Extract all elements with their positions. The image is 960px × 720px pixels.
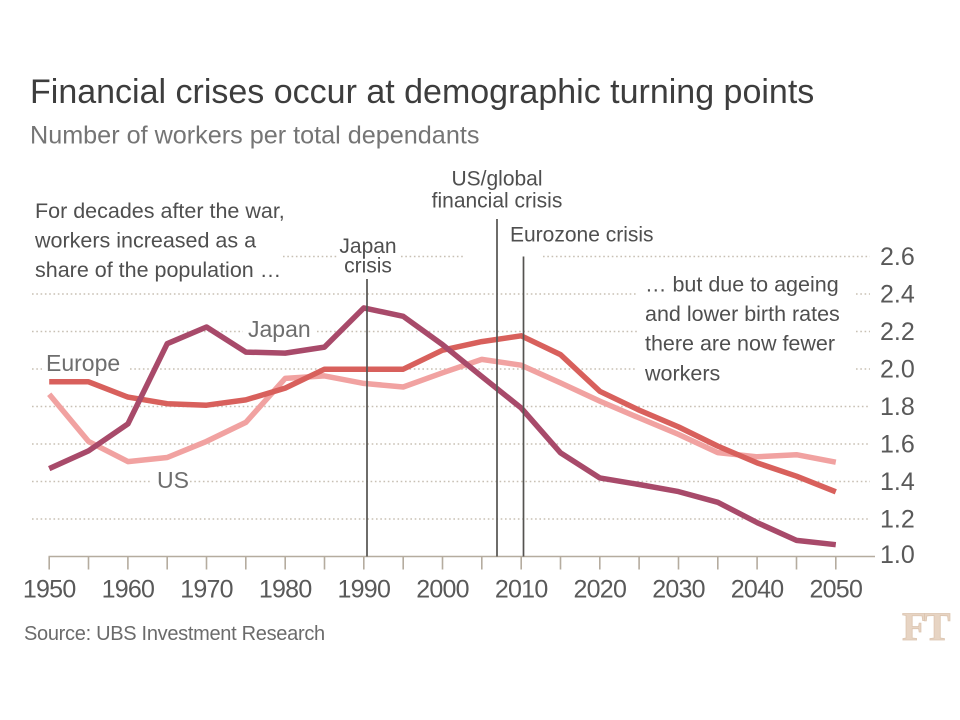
svg-text:crisis: crisis [344, 255, 392, 278]
svg-text:2.0: 2.0 [880, 356, 915, 384]
svg-text:2010: 2010 [495, 576, 548, 604]
svg-text:1.6: 1.6 [880, 431, 915, 459]
svg-text:1950: 1950 [23, 576, 76, 604]
svg-text:1990: 1990 [337, 576, 390, 604]
svg-text:2020: 2020 [573, 576, 626, 604]
svg-text:1960: 1960 [102, 576, 155, 604]
svg-text:2.2: 2.2 [880, 318, 915, 346]
svg-text:Financial crises occur at demo: Financial crises occur at demographic tu… [30, 73, 814, 111]
svg-text:there are now fewer: there are now fewer [645, 332, 835, 356]
svg-text:2.6: 2.6 [880, 243, 915, 271]
svg-text:US: US [157, 467, 189, 493]
svg-text:1.8: 1.8 [880, 393, 915, 421]
svg-text:FT: FT [902, 604, 951, 649]
svg-text:Europe: Europe [46, 350, 120, 376]
svg-text:2040: 2040 [731, 576, 784, 604]
svg-text:… but due to ageing: … but due to ageing [645, 273, 839, 297]
svg-text:Number of workers per total de: Number of workers per total dependants [30, 122, 479, 150]
svg-text:1.4: 1.4 [880, 468, 915, 496]
svg-text:workers: workers [644, 362, 720, 386]
svg-text:Japan: Japan [248, 316, 311, 342]
svg-text:share of the population …: share of the population … [35, 258, 281, 282]
svg-text:1.2: 1.2 [880, 506, 915, 534]
svg-text:2.4: 2.4 [880, 281, 915, 309]
svg-text:Source: UBS Investment Researc: Source: UBS Investment Research [24, 623, 325, 645]
svg-text:1970: 1970 [180, 576, 233, 604]
svg-text:1980: 1980 [259, 576, 312, 604]
svg-text:and lower birth rates: and lower birth rates [645, 302, 840, 326]
svg-text:2030: 2030 [652, 576, 705, 604]
svg-text:financial crisis: financial crisis [432, 190, 563, 213]
svg-text:Japan: Japan [339, 235, 396, 258]
svg-text:1.0: 1.0 [880, 541, 915, 569]
svg-text:For decades after the war,: For decades after the war, [35, 199, 285, 223]
svg-text:2000: 2000 [416, 576, 469, 604]
svg-text:Eurozone crisis: Eurozone crisis [510, 224, 654, 247]
svg-text:2050: 2050 [809, 576, 862, 604]
svg-text:US/global: US/global [451, 168, 542, 191]
svg-text:workers increased as a: workers increased as a [34, 229, 256, 253]
